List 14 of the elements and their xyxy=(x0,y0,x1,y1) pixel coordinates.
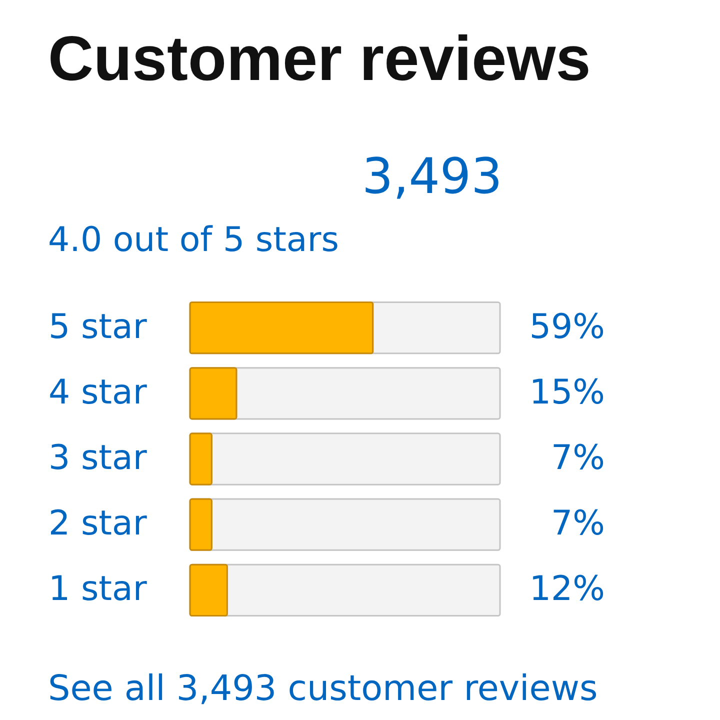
data-label: 15% xyxy=(529,372,605,412)
chart-title: Customer reviews xyxy=(48,24,591,94)
y-tick-label: 4 star xyxy=(48,372,147,412)
data-label: 7% xyxy=(551,504,605,544)
y-tick-label: 2 star xyxy=(48,504,147,544)
data-label: 12% xyxy=(529,569,605,610)
y-tick-label: 1 star xyxy=(48,569,147,610)
text: See all 3,493 customer reviews xyxy=(48,669,598,709)
text: 3,493 xyxy=(362,148,502,205)
y-tick-label: 5 star xyxy=(48,306,147,347)
text: 4.0 out of 5 stars xyxy=(48,220,339,260)
data-label: 59% xyxy=(529,306,605,347)
data-label: 7% xyxy=(551,438,605,478)
y-tick-label: 3 star xyxy=(48,438,147,478)
